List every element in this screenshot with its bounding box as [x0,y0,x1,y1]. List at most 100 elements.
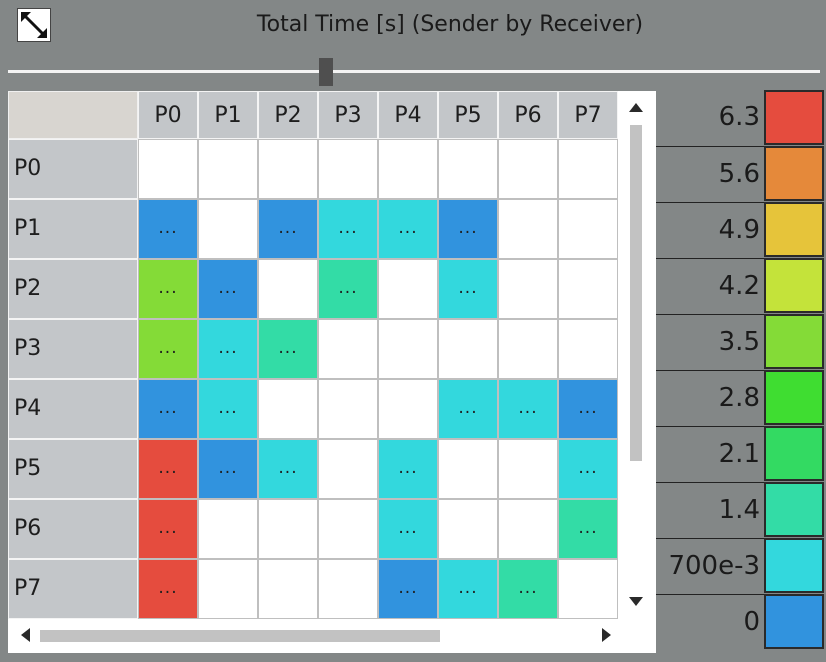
matrix-cell[interactable] [198,199,258,259]
matrix-cell[interactable]: ... [138,379,198,439]
matrix-cell[interactable] [198,559,258,619]
column-header[interactable]: P3 [318,91,378,139]
matrix-cell[interactable] [318,319,378,379]
matrix-cell[interactable] [438,439,498,499]
column-header[interactable]: P0 [138,91,198,139]
matrix-cell[interactable]: ... [258,319,318,379]
matrix-cell[interactable] [138,139,198,199]
matrix-cell[interactable] [318,439,378,499]
legend-label: 700e-3 [656,538,764,593]
row-header[interactable]: P5 [8,439,138,499]
row-header[interactable]: P0 [8,139,138,199]
matrix-cell[interactable] [558,259,618,319]
matrix-cell[interactable]: ... [138,259,198,319]
column-header[interactable]: P1 [198,91,258,139]
matrix-cell[interactable] [318,499,378,559]
matrix-cell[interactable] [498,259,558,319]
matrix-cell[interactable]: ... [438,199,498,259]
matrix-cell[interactable]: ... [138,499,198,559]
matrix-cell[interactable]: ... [558,499,618,559]
legend-label: 4.9 [656,202,764,257]
row-header[interactable]: P4 [8,379,138,439]
row-header[interactable]: P6 [8,499,138,559]
matrix-cell[interactable] [558,199,618,259]
column-header[interactable]: P6 [498,91,558,139]
matrix-cell[interactable] [438,139,498,199]
matrix-cell[interactable] [318,379,378,439]
legend-swatch [764,314,824,369]
matrix-cell[interactable] [498,139,558,199]
matrix-cell[interactable] [498,319,558,379]
matrix-cell[interactable]: ... [138,439,198,499]
legend-swatch [764,594,824,649]
legend-swatch [764,482,824,537]
matrix-cell[interactable]: ... [558,439,618,499]
matrix-cell[interactable]: ... [138,559,198,619]
matrix-cell[interactable] [378,319,438,379]
scroll-down-arrow-icon[interactable] [629,597,643,606]
row-header[interactable]: P1 [8,199,138,259]
matrix-cell[interactable]: ... [138,199,198,259]
horizontal-scrollbar[interactable] [40,630,440,642]
matrix-cell[interactable]: ... [378,439,438,499]
legend-label: 2.8 [656,370,764,425]
matrix-cell[interactable]: ... [498,559,558,619]
matrix-cell[interactable] [258,259,318,319]
matrix-cell[interactable]: ... [198,319,258,379]
matrix-cell[interactable]: ... [198,379,258,439]
matrix-cell[interactable] [498,199,558,259]
legend-swatch [764,202,824,257]
expand-icon[interactable] [17,8,51,42]
matrix-cell[interactable] [558,559,618,619]
matrix-cell[interactable]: ... [378,559,438,619]
matrix-cell[interactable] [198,139,258,199]
matrix-cell[interactable]: ... [198,259,258,319]
legend-label: 6.3 [718,102,760,132]
column-header[interactable]: P2 [258,91,318,139]
matrix-cell[interactable]: ... [318,259,378,319]
time-slider-track[interactable] [8,70,820,73]
matrix-cell[interactable] [378,139,438,199]
matrix-cell[interactable]: ... [438,379,498,439]
matrix-cell[interactable] [498,439,558,499]
row-header[interactable]: P2 [8,259,138,319]
matrix-cell[interactable]: ... [138,319,198,379]
matrix-cell[interactable]: ... [258,439,318,499]
column-header[interactable]: P4 [378,91,438,139]
matrix-cell[interactable]: ... [498,379,558,439]
matrix-cell[interactable] [438,319,498,379]
matrix-cell[interactable] [198,499,258,559]
matrix-cell[interactable] [378,379,438,439]
matrix-cell[interactable] [258,499,318,559]
matrix-cell[interactable] [258,139,318,199]
matrix-cell[interactable]: ... [438,259,498,319]
matrix-cell[interactable] [438,499,498,559]
matrix-cell[interactable]: ... [378,499,438,559]
matrix-cell[interactable]: ... [198,439,258,499]
time-slider-handle[interactable] [319,58,333,86]
matrix-cell[interactable] [258,379,318,439]
matrix-cell[interactable] [558,139,618,199]
matrix-cell[interactable] [558,319,618,379]
scroll-up-arrow-icon[interactable] [629,103,643,112]
matrix-cell[interactable]: ... [318,199,378,259]
matrix-cell[interactable]: ... [258,199,318,259]
matrix-cell[interactable]: ... [378,199,438,259]
vertical-scrollbar[interactable] [630,125,642,461]
column-header[interactable]: P7 [558,91,618,139]
scroll-left-arrow-icon[interactable] [21,628,30,642]
matrix-cell[interactable] [318,559,378,619]
matrix-cell[interactable] [258,559,318,619]
matrix-cell[interactable] [378,259,438,319]
row-header[interactable]: P7 [8,559,138,619]
matrix-cell[interactable] [318,139,378,199]
scroll-right-arrow-icon[interactable] [602,628,611,642]
legend-label: 0 [656,594,764,649]
row-header[interactable]: P3 [8,319,138,379]
matrix-cell[interactable] [498,499,558,559]
column-header[interactable]: P5 [438,91,498,139]
matrix-cell[interactable]: ... [558,379,618,439]
legend-swatch [764,370,824,425]
legend-label: 2.1 [656,426,764,481]
matrix-cell[interactable]: ... [438,559,498,619]
